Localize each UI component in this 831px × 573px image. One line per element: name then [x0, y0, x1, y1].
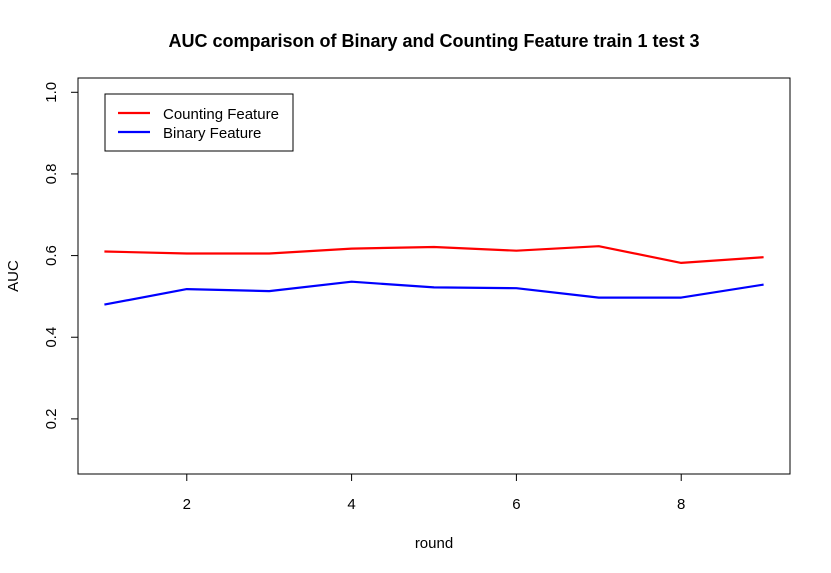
y-tick-label: 0.6 [43, 245, 60, 266]
x-axis-label: round [415, 535, 453, 552]
x-tick-label: 8 [677, 496, 685, 513]
x-axis: 2 4 6 8 [183, 473, 685, 513]
chart-title: AUC comparison of Binary and Counting Fe… [168, 31, 699, 51]
y-tick-label: 0.2 [43, 408, 60, 429]
legend: Counting Feature Binary Feature [104, 93, 294, 152]
y-axis-label: AUC [5, 260, 22, 292]
series-layer [104, 245, 764, 306]
x-tick-label: 4 [347, 496, 355, 513]
x-tick-label: 2 [183, 496, 191, 513]
series-line-counting-feature [104, 245, 764, 264]
y-tick-label: 0.8 [43, 164, 60, 185]
y-tick-label: 0.4 [43, 327, 60, 348]
legend-box [104, 93, 294, 152]
y-axis: 0.2 0.4 0.6 0.8 1.0 [43, 82, 79, 429]
y-tick-label: 1.0 [43, 82, 60, 103]
legend-label-counting-feature: Counting Feature [163, 106, 279, 123]
legend-label-binary-feature: Binary Feature [163, 125, 261, 142]
x-tick-label: 6 [512, 496, 520, 513]
series-line-binary-feature [104, 280, 764, 306]
